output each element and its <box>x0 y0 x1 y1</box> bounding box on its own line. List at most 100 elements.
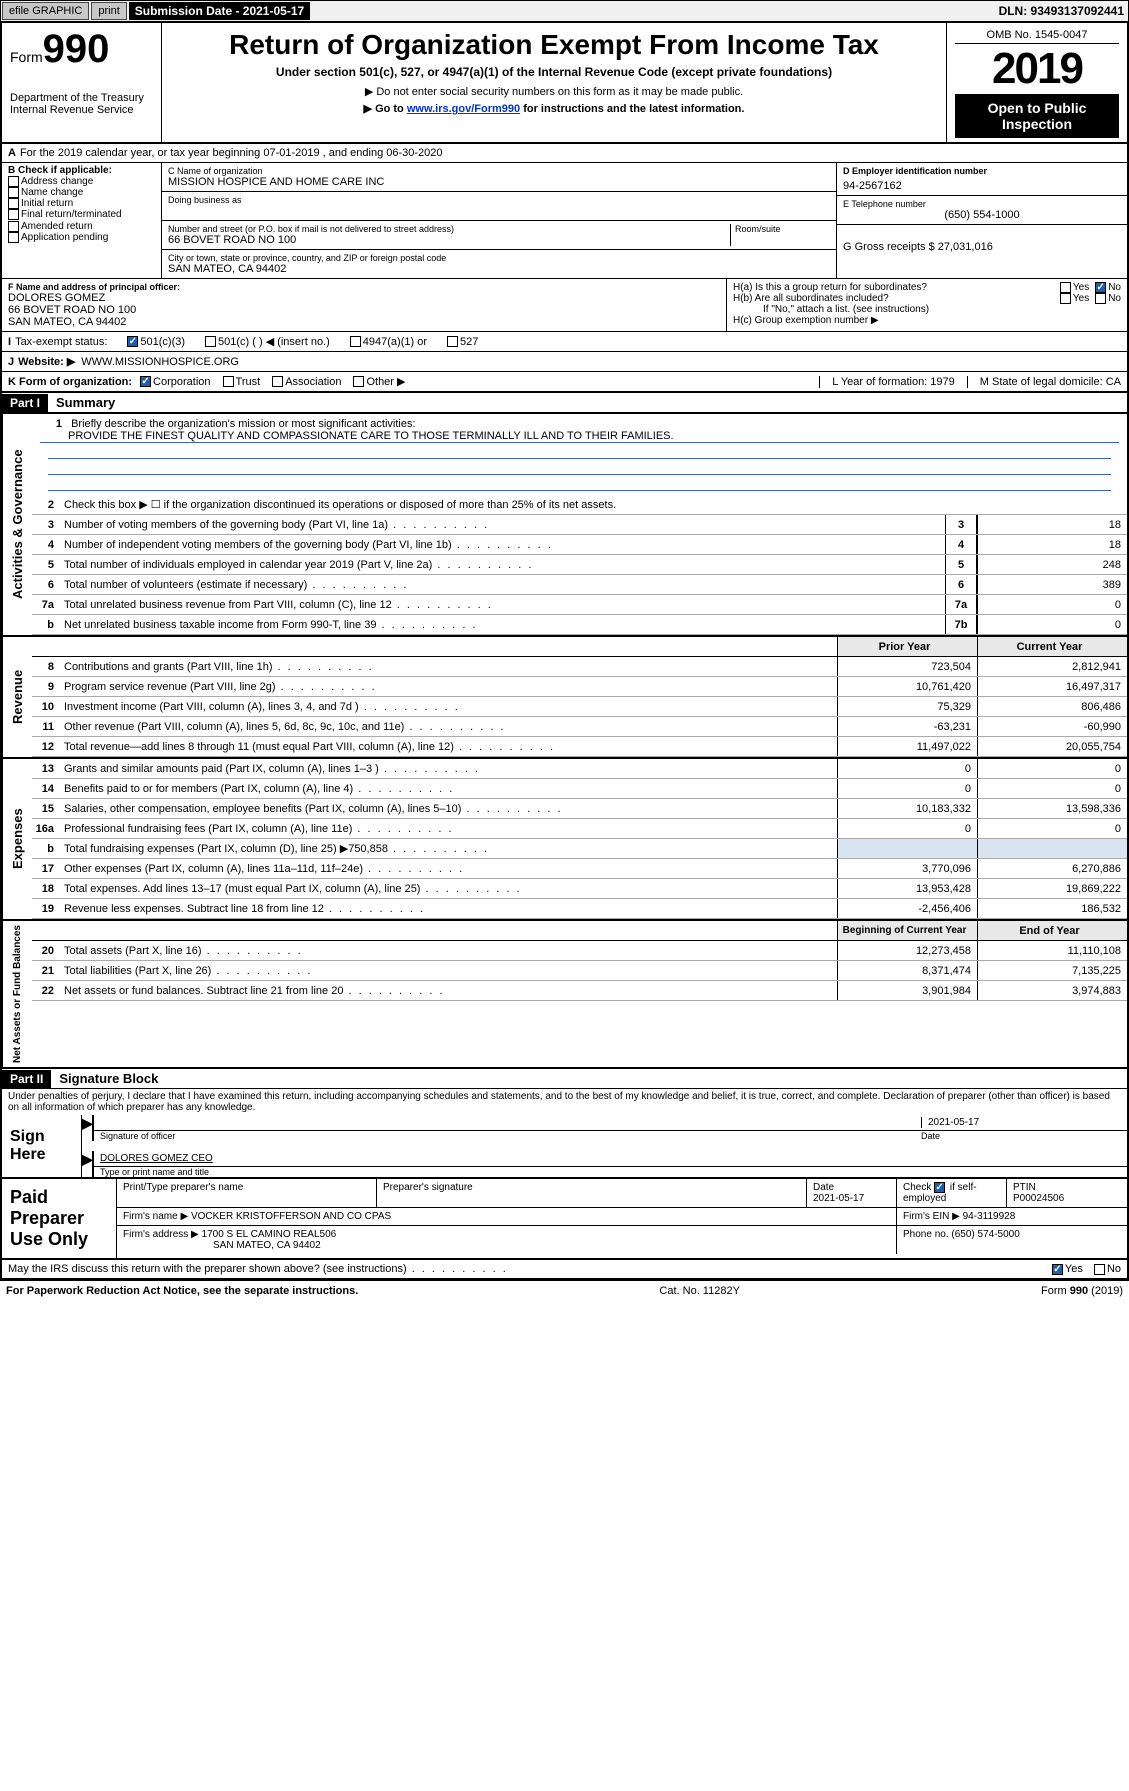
prior-year-hdr: Prior Year <box>837 637 977 656</box>
hb-note: If "No," attach a list. (see instruction… <box>733 304 1121 315</box>
cb-final-return[interactable]: Final return/terminated <box>8 209 155 220</box>
sign-here-block: Sign Here ▶ 2021-05-17 Signature of offi… <box>0 1115 1129 1179</box>
c-label: C Name of organization <box>168 166 830 176</box>
summary-line: 7aTotal unrelated business revenue from … <box>32 595 1127 615</box>
side-netassets: Net Assets or Fund Balances <box>2 921 32 1067</box>
ptin: P00024506 <box>1013 1193 1064 1204</box>
activities-governance: Activities & Governance 1 Briefly descri… <box>0 414 1129 637</box>
gross-receipts: G Gross receipts $ 27,031,016 <box>843 241 1121 253</box>
firm-ein: 94-3119928 <box>963 1211 1016 1222</box>
dba-label: Doing business as <box>168 195 830 205</box>
summary-line: 6Total number of volunteers (estimate if… <box>32 575 1127 595</box>
cb-527[interactable] <box>447 336 458 347</box>
cb-name-change[interactable]: Name change <box>8 187 155 198</box>
irs-link[interactable]: www.irs.gov/Form990 <box>407 103 520 115</box>
mission-prompt: Briefly describe the organization's miss… <box>71 418 415 430</box>
form-header: Form990 Department of the Treasury Inter… <box>0 22 1129 144</box>
mission-text: PROVIDE THE FINEST QUALITY AND COMPASSIO… <box>40 430 1119 443</box>
expense-line: 16aProfessional fundraising fees (Part I… <box>32 819 1127 839</box>
cb-self-employed[interactable] <box>934 1182 945 1193</box>
d-label: D Employer identification number <box>843 166 1121 176</box>
summary-line: 4Number of independent voting members of… <box>32 535 1127 555</box>
side-expenses: Expenses <box>2 759 32 919</box>
sig-label: Signature of officer <box>100 1131 921 1141</box>
expense-line: bTotal fundraising expenses (Part IX, co… <box>32 839 1127 859</box>
cb-trust[interactable] <box>223 376 234 387</box>
cb-association[interactable] <box>272 376 283 387</box>
expense-line: 15Salaries, other compensation, employee… <box>32 799 1127 819</box>
exempt-status-row: I Tax-exempt status: 501(c)(3) 501(c) ( … <box>0 332 1129 352</box>
discuss-no[interactable] <box>1094 1264 1105 1275</box>
phone: (650) 554-1000 <box>843 209 1121 221</box>
side-revenue: Revenue <box>2 637 32 757</box>
prep-name-hdr: Print/Type preparer's name <box>117 1179 377 1208</box>
netasset-line: 21Total liabilities (Part X, line 26)8,3… <box>32 961 1127 981</box>
line2: Check this box ▶ ☐ if the organization d… <box>60 496 1127 513</box>
footer-right: Form 990 (2019) <box>1041 1285 1123 1297</box>
ha-no[interactable] <box>1095 282 1106 293</box>
website-row: J Website: ▶ WWW.MISSIONHOSPICE.ORG <box>0 352 1129 372</box>
hb-no[interactable] <box>1095 293 1106 304</box>
addr-label: Number and street (or P.O. box if mail i… <box>168 224 730 234</box>
dept-treasury: Department of the Treasury <box>10 92 153 104</box>
end-year-hdr: End of Year <box>977 921 1127 940</box>
omb-number: OMB No. 1545-0047 <box>955 27 1119 44</box>
firm-name: VOCKER KRISTOFFERSON AND CO CPAS <box>191 1211 391 1222</box>
netasset-line: 20Total assets (Part X, line 16)12,273,4… <box>32 941 1127 961</box>
revenue-section: Revenue Prior Year Current Year 8Contrib… <box>0 637 1129 759</box>
section-f-h: F Name and address of principal officer:… <box>0 279 1129 332</box>
b-label: B Check if applicable: <box>8 165 155 176</box>
cb-501c[interactable] <box>205 336 216 347</box>
netasset-line: 22Net assets or fund balances. Subtract … <box>32 981 1127 1001</box>
website-url[interactable]: WWW.MISSIONHOSPICE.ORG <box>81 356 239 368</box>
date-label: Date <box>921 1131 1121 1141</box>
ein: 94-2567162 <box>843 180 1121 192</box>
submission-date: Submission Date - 2021-05-17 <box>129 2 310 20</box>
firm-addr2: SAN MATEO, CA 94402 <box>123 1240 321 1251</box>
revenue-line: 11Other revenue (Part VIII, column (A), … <box>32 717 1127 737</box>
dept-irs: Internal Revenue Service <box>10 104 153 116</box>
cb-other[interactable] <box>353 376 364 387</box>
revenue-line: 12Total revenue—add lines 8 through 11 (… <box>32 737 1127 757</box>
dln: DLN: 93493137092441 <box>999 4 1128 18</box>
expense-line: 17Other expenses (Part IX, column (A), l… <box>32 859 1127 879</box>
org-form-row: K Form of organization: Corporation Trus… <box>0 372 1129 393</box>
officer-addr1: 66 BOVET ROAD NO 100 <box>8 304 720 316</box>
ha-label: H(a) Is this a group return for subordin… <box>733 282 1060 293</box>
cb-501c3[interactable] <box>127 336 138 347</box>
prep-sig-hdr: Preparer's signature <box>377 1179 807 1208</box>
cb-amended-return[interactable]: Amended return <box>8 221 155 232</box>
efile-button[interactable]: efile GRAPHIC <box>2 2 89 20</box>
f-label: F Name and address of principal officer: <box>8 282 720 292</box>
room-label: Room/suite <box>735 224 830 234</box>
beg-year-hdr: Beginning of Current Year <box>837 921 977 940</box>
part2-header: Part II Signature Block <box>0 1069 1129 1089</box>
goto-note: ▶ Go to www.irs.gov/Form990 for instruct… <box>170 102 938 115</box>
expense-line: 18Total expenses. Add lines 13–17 (must … <box>32 879 1127 899</box>
part1-header: Part I Summary <box>0 393 1129 414</box>
form-title: Return of Organization Exempt From Incom… <box>170 29 938 61</box>
discuss-yes[interactable] <box>1052 1264 1063 1275</box>
open-public: Open to Public Inspection <box>955 94 1119 138</box>
tax-period: A For the 2019 calendar year, or tax yea… <box>0 144 1129 163</box>
cb-app-pending[interactable]: Application pending <box>8 232 155 243</box>
hb-yes[interactable] <box>1060 293 1071 304</box>
org-city: SAN MATEO, CA 94402 <box>168 263 830 275</box>
cb-address-change[interactable]: Address change <box>8 176 155 187</box>
sign-date: 2021-05-17 <box>921 1117 1121 1128</box>
print-button[interactable]: print <box>91 2 126 20</box>
ha-yes[interactable] <box>1060 282 1071 293</box>
self-employed: Check if self-employed <box>897 1179 1007 1208</box>
topbar: efile GRAPHIC print Submission Date - 20… <box>0 0 1129 22</box>
state-domicile: M State of legal domicile: CA <box>967 376 1121 388</box>
ssn-note: ▶ Do not enter social security numbers o… <box>170 85 938 98</box>
org-address: 66 BOVET ROAD NO 100 <box>168 234 730 246</box>
name-label: Type or print name and title <box>94 1167 1127 1177</box>
cb-initial-return[interactable]: Initial return <box>8 198 155 209</box>
officer-name: DOLORES GOMEZ <box>8 292 720 304</box>
cb-corporation[interactable] <box>140 376 151 387</box>
cb-4947[interactable] <box>350 336 361 347</box>
officer-name-title: DOLORES GOMEZ CEO <box>100 1153 213 1164</box>
expenses-section: Expenses 13Grants and similar amounts pa… <box>0 759 1129 921</box>
paid-preparer-block: Paid Preparer Use Only Print/Type prepar… <box>0 1179 1129 1260</box>
